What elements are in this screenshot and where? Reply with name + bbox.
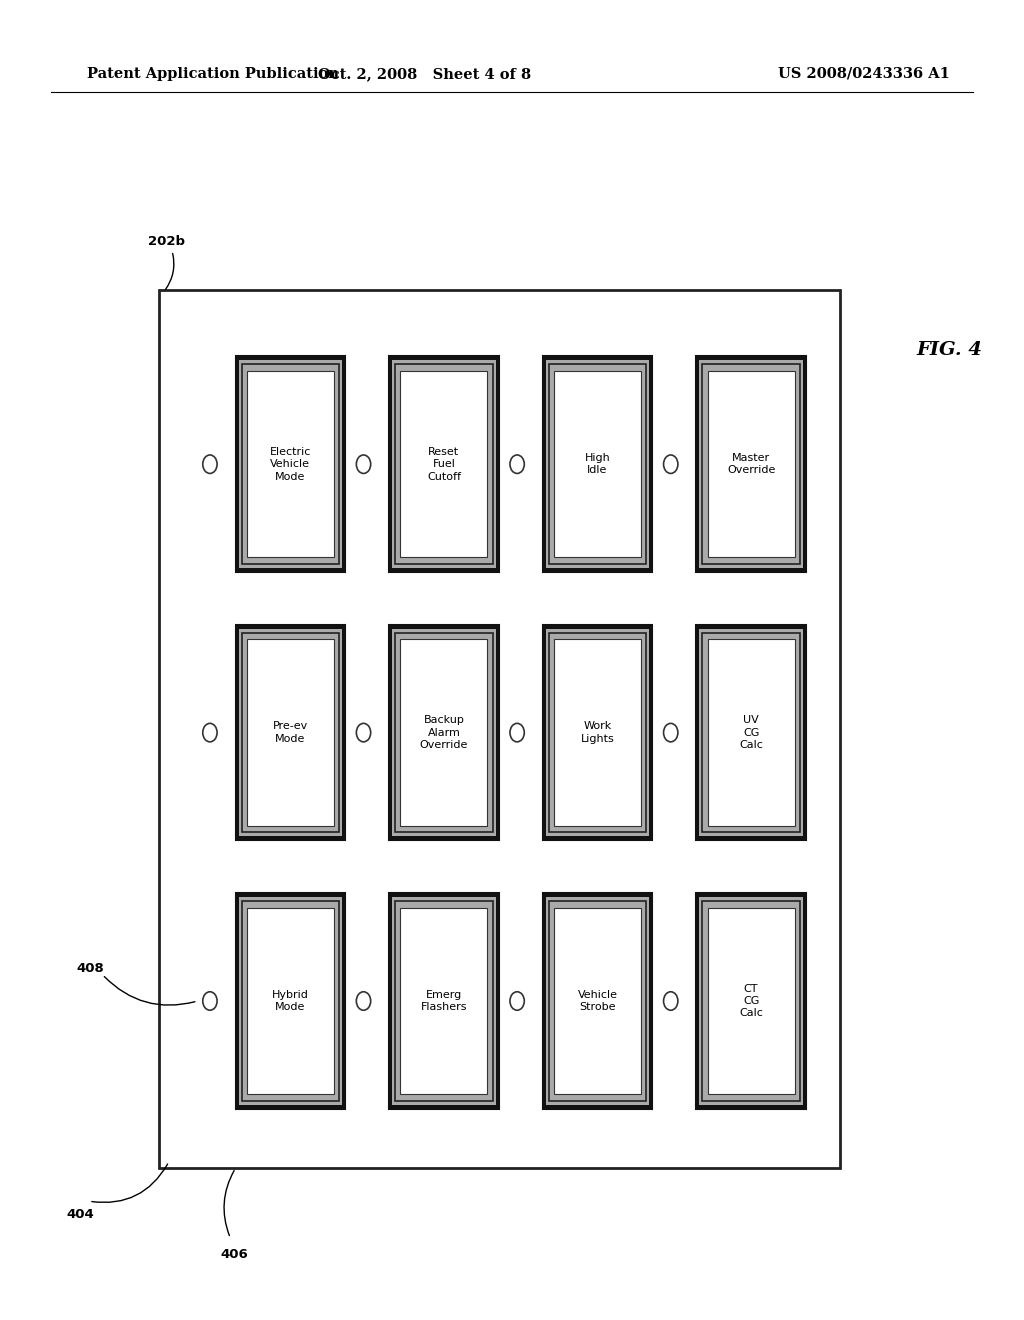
Bar <box>708 371 795 557</box>
Text: 202b: 202b <box>148 235 185 248</box>
Text: Master
Override: Master Override <box>727 453 775 475</box>
Bar <box>708 908 795 1094</box>
Bar <box>242 364 339 564</box>
Bar <box>543 894 652 1109</box>
Bar <box>392 628 496 837</box>
Bar <box>702 632 800 833</box>
Bar <box>549 364 646 564</box>
Bar <box>239 628 342 837</box>
Text: FIG. 4: FIG. 4 <box>916 341 982 359</box>
Bar <box>247 639 334 826</box>
Text: 404: 404 <box>67 1208 94 1221</box>
Text: High
Idle: High Idle <box>585 453 610 475</box>
Circle shape <box>510 991 524 1010</box>
Bar <box>696 624 806 841</box>
Circle shape <box>356 991 371 1010</box>
Bar <box>392 360 496 568</box>
Bar <box>389 894 499 1109</box>
Bar <box>159 290 840 1168</box>
Bar <box>400 639 487 826</box>
Bar <box>699 628 803 837</box>
Bar <box>395 364 493 564</box>
Bar <box>239 360 342 568</box>
Circle shape <box>510 455 524 474</box>
Bar <box>389 356 499 572</box>
Circle shape <box>510 723 524 742</box>
Text: CT
CG
Calc: CT CG Calc <box>739 983 763 1019</box>
Bar <box>543 624 652 841</box>
Bar <box>696 894 806 1109</box>
Text: Vehicle
Strobe: Vehicle Strobe <box>578 990 617 1012</box>
Bar <box>236 624 345 841</box>
Circle shape <box>203 991 217 1010</box>
Bar <box>696 356 806 572</box>
Bar <box>247 371 334 557</box>
Text: Backup
Alarm
Override: Backup Alarm Override <box>420 715 468 750</box>
Bar <box>699 360 803 568</box>
Bar <box>242 632 339 833</box>
Bar <box>546 898 649 1105</box>
Bar <box>549 632 646 833</box>
Bar <box>389 624 499 841</box>
Bar <box>395 902 493 1101</box>
Text: US 2008/0243336 A1: US 2008/0243336 A1 <box>778 67 950 81</box>
Text: Emerg
Flashers: Emerg Flashers <box>421 990 467 1012</box>
Text: Reset
Fuel
Cutoff: Reset Fuel Cutoff <box>427 446 461 482</box>
Bar <box>247 908 334 1094</box>
Bar <box>400 908 487 1094</box>
Bar <box>236 894 345 1109</box>
Bar <box>392 898 496 1105</box>
Bar <box>546 628 649 837</box>
Bar <box>708 639 795 826</box>
Circle shape <box>356 455 371 474</box>
Bar <box>543 356 652 572</box>
Circle shape <box>203 455 217 474</box>
Bar <box>242 902 339 1101</box>
Text: Electric
Vehicle
Mode: Electric Vehicle Mode <box>269 446 311 482</box>
Circle shape <box>664 991 678 1010</box>
Bar <box>702 364 800 564</box>
Bar <box>395 632 493 833</box>
Bar <box>549 902 646 1101</box>
Bar <box>554 908 641 1094</box>
Text: Hybrid
Mode: Hybrid Mode <box>271 990 309 1012</box>
Bar <box>554 371 641 557</box>
Circle shape <box>664 723 678 742</box>
Bar <box>702 902 800 1101</box>
Bar <box>546 360 649 568</box>
Text: 408: 408 <box>77 961 104 974</box>
Bar <box>400 371 487 557</box>
Text: 406: 406 <box>220 1247 248 1261</box>
Text: Work
Lights: Work Lights <box>581 722 614 743</box>
Bar <box>236 356 345 572</box>
Bar <box>699 898 803 1105</box>
Bar <box>239 898 342 1105</box>
Text: Pre-ev
Mode: Pre-ev Mode <box>272 722 308 743</box>
Circle shape <box>356 723 371 742</box>
Text: Oct. 2, 2008   Sheet 4 of 8: Oct. 2, 2008 Sheet 4 of 8 <box>318 67 531 81</box>
Text: UV
CG
Calc: UV CG Calc <box>739 715 763 750</box>
Circle shape <box>664 455 678 474</box>
Bar <box>554 639 641 826</box>
Text: Patent Application Publication: Patent Application Publication <box>87 67 339 81</box>
Circle shape <box>203 723 217 742</box>
